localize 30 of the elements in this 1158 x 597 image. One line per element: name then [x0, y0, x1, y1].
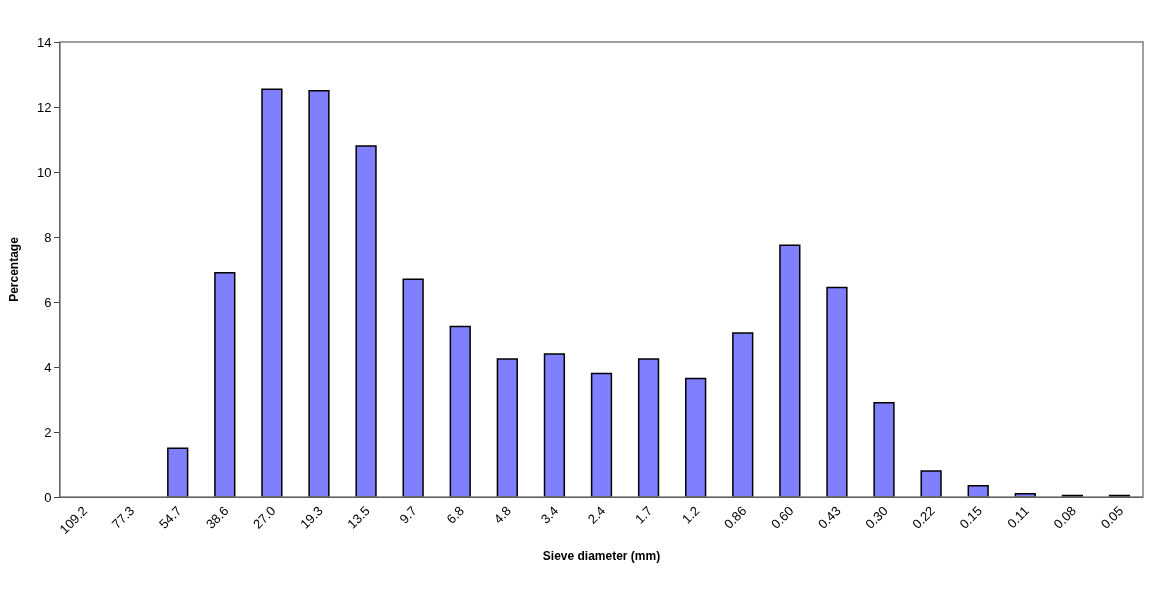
x-tick-label: 27.0: [250, 503, 279, 532]
y-tick-label: 2: [44, 424, 52, 440]
x-tick-label: 0.05: [1097, 503, 1127, 532]
y-tick-label: 6: [44, 294, 52, 310]
y-tick-label: 0: [44, 489, 52, 505]
y-axis-title: Percentage: [7, 236, 22, 302]
x-tick-label: 77.3: [108, 503, 138, 532]
y-tick-label: 10: [36, 164, 52, 180]
x-tick-label: 3.4: [537, 503, 562, 527]
x-tick-label: 4.8: [490, 503, 515, 527]
x-axis-title: Sieve diameter (mm): [542, 548, 661, 563]
x-tick-label: 0.30: [862, 503, 891, 532]
x-tick-label: 38.6: [203, 503, 232, 532]
y-tick-label: 8: [44, 229, 52, 245]
y-tick-label: 14: [36, 34, 52, 50]
x-tick-label: 2.4: [584, 503, 609, 527]
x-tick-label: 9.7: [396, 503, 420, 527]
x-tick-label: 0.22: [909, 503, 938, 532]
x-tick-label: 1.2: [679, 503, 703, 527]
x-tick-label: 0.15: [956, 503, 985, 532]
x-tick-label: 1.7: [631, 503, 656, 527]
x-tick-label: 0.60: [768, 503, 797, 532]
x-tick-label: 0.11: [1004, 503, 1032, 532]
x-tick-label: 0.08: [1050, 503, 1080, 532]
x-tick-label: 0.86: [720, 503, 750, 532]
x-tick-label: 6.8: [443, 503, 467, 527]
y-tick-label: 12: [36, 99, 52, 115]
x-tick-label: 0.43: [815, 503, 844, 532]
x-tick-label: 54.7: [155, 503, 185, 532]
y-tick-label: 4: [44, 359, 52, 375]
